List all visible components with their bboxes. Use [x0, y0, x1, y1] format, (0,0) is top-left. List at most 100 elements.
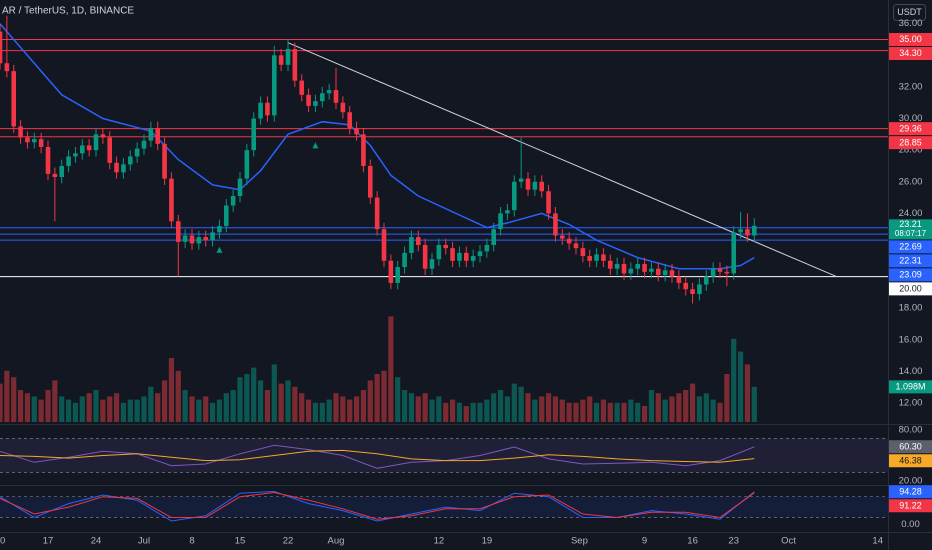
candle-body — [587, 256, 593, 261]
axes: 36.00 32.00 30.00 28.00 26.00 24.00 18.00 16.00… — [0, 18, 932, 547]
volume-bar — [415, 396, 421, 422]
currency-box[interactable] — [893, 4, 926, 21]
candle-body — [265, 102, 270, 116]
x-tick-label: Jul — [138, 536, 150, 547]
volume-bar — [573, 402, 579, 422]
x-tick-label: 23 — [728, 536, 739, 547]
level-tag: 23.09 — [899, 270, 922, 280]
candle-body — [189, 235, 195, 244]
volume-bar — [127, 399, 133, 422]
volume-tag: 1.098M — [895, 382, 925, 392]
candle-body — [210, 232, 215, 241]
volume-bar — [539, 396, 545, 422]
volume-bar — [24, 393, 31, 422]
volume-bar — [216, 399, 223, 422]
level-tag-bg — [889, 240, 932, 254]
volume-bar — [340, 396, 346, 422]
volume-bar — [134, 399, 140, 422]
candle-body — [745, 229, 750, 236]
volume-bar — [655, 393, 661, 422]
candle-body — [621, 263, 627, 274]
volume-bar — [31, 396, 37, 422]
volume-bar — [388, 316, 394, 422]
volume-bar — [79, 396, 85, 422]
candle-body — [738, 229, 743, 233]
candle-body — [395, 267, 401, 283]
candle-body — [347, 112, 353, 129]
candle-body — [306, 94, 311, 106]
candle-body — [237, 178, 243, 196]
volume-bar — [299, 393, 305, 422]
level-tag: 20.00 — [899, 284, 922, 294]
volume-bar — [449, 399, 456, 422]
signal-marker — [312, 142, 319, 149]
candle-body — [628, 268, 634, 274]
volume-bar — [148, 386, 154, 422]
candle-body — [354, 128, 359, 135]
candle-body — [607, 260, 613, 269]
candle-body — [25, 137, 30, 143]
volume-bar — [11, 377, 17, 422]
candle-body — [484, 244, 490, 252]
candle-body — [319, 93, 325, 102]
candle-body — [86, 145, 92, 151]
candle-body — [162, 143, 167, 179]
volume-bar — [93, 390, 99, 422]
y-tick-label: 36.00 — [899, 18, 923, 29]
volume-bar — [52, 380, 58, 422]
volume-bar — [353, 396, 360, 422]
volume-bar — [422, 393, 428, 422]
volume-bar — [113, 393, 120, 422]
candle-body — [511, 181, 517, 211]
volume-bar — [17, 390, 24, 422]
volume-bar — [168, 358, 175, 422]
candle-body — [717, 268, 723, 272]
volume-bar — [347, 399, 353, 422]
volume-bar — [724, 374, 730, 422]
volume-bar — [614, 402, 620, 422]
volume-bar — [429, 399, 435, 422]
candle-body — [203, 237, 209, 241]
candle-body — [470, 256, 476, 261]
candle-body — [271, 55, 277, 116]
volume-bar — [491, 393, 497, 422]
volume-bar — [545, 393, 552, 422]
volume-bar — [100, 399, 106, 422]
rsi-band — [0, 438, 888, 473]
candle-body — [175, 221, 181, 242]
volume-bar — [683, 390, 689, 422]
stoch-line — [0, 491, 755, 520]
volume-bar — [552, 396, 559, 422]
volume-bar — [511, 383, 517, 422]
candle-body — [374, 197, 380, 230]
candle-body — [59, 165, 65, 178]
candle-body — [278, 55, 284, 65]
volume-bar — [621, 402, 627, 422]
volume-bar — [120, 402, 127, 422]
volume-bar — [257, 380, 264, 422]
candle-body — [258, 102, 263, 119]
volume-bar — [38, 399, 44, 422]
candle-body — [38, 139, 44, 147]
candle-body — [100, 134, 106, 138]
volume-bar — [155, 393, 161, 422]
candle-body — [196, 237, 202, 244]
volume-bar — [669, 396, 675, 422]
volume-bar — [456, 402, 463, 422]
volume-bar — [189, 396, 195, 422]
candle-body — [573, 243, 579, 249]
volume-bar — [559, 399, 565, 422]
candle-body — [66, 156, 71, 166]
level-tag-bg — [889, 33, 932, 47]
level-tag: 22.69 — [899, 242, 922, 252]
y-tick-label: 18.00 — [899, 303, 923, 314]
currency[interactable]: USDT — [897, 7, 922, 17]
candle-body — [539, 181, 545, 192]
candle-body — [367, 165, 373, 198]
candle-body — [457, 252, 462, 261]
volume-bar — [717, 402, 723, 422]
candle-body — [559, 235, 565, 239]
volume-bar — [312, 402, 319, 422]
volume-bar — [326, 399, 332, 422]
